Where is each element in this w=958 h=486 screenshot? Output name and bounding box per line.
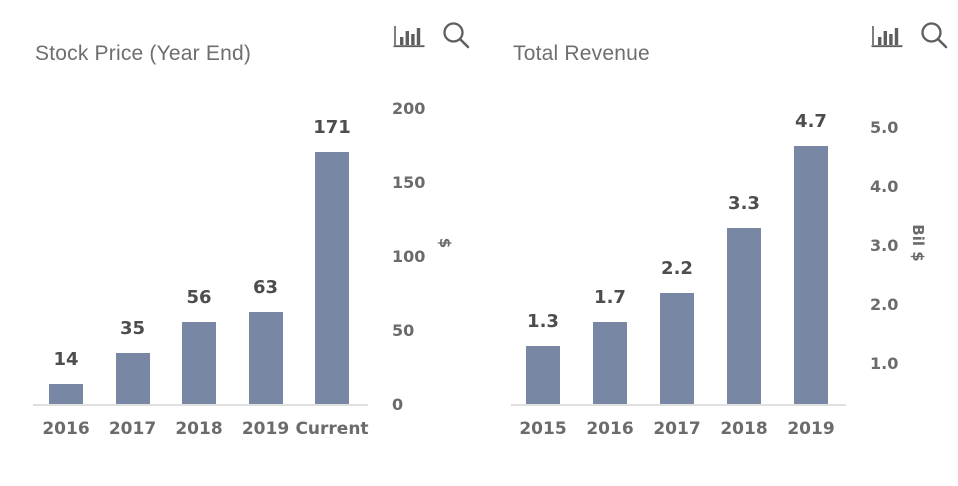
bar-Current[interactable] <box>315 151 349 405</box>
chart-title: Total Revenue <box>513 42 650 65</box>
bar-2016[interactable] <box>49 384 83 405</box>
x-axis-category-label: Current <box>295 419 369 439</box>
x-axis-category-label: 2019 <box>787 419 835 439</box>
y-axis-tick-label: 5.0 <box>870 118 899 137</box>
y-axis-tick-label: 2.0 <box>870 294 899 314</box>
bar-value-label: 171 <box>313 116 351 138</box>
bar-value-label: 1.3 <box>527 311 559 333</box>
bar-value-label: 63 <box>252 276 279 298</box>
bar-value-label: 1.7 <box>594 287 626 309</box>
x-axis-category-label: 2019 <box>241 419 290 439</box>
y-axis-tick-label: 150 <box>392 173 426 192</box>
bar-2017[interactable] <box>660 293 694 405</box>
x-axis-line <box>33 404 368 406</box>
bar-2019[interactable] <box>248 311 283 405</box>
search-icon[interactable] <box>919 20 950 51</box>
y-axis-title: $ <box>436 237 454 249</box>
bar-value-label: 3.3 <box>728 193 760 215</box>
x-axis-category-label: 2017 <box>108 419 157 439</box>
x-axis-category-label: 2017 <box>653 419 701 439</box>
chart-stock-price: Stock Price (Year End) 0 50 100 150 20 <box>0 0 478 486</box>
x-axis-category-label: 2018 <box>175 419 223 439</box>
chart-total-revenue: Total Revenue 1.0 2.0 3.0 4.0 5.0 1.3 20 <box>478 0 956 486</box>
x-axis-line <box>511 404 846 406</box>
bar-value-label: 35 <box>119 318 146 340</box>
bar-value-label: 4.7 <box>795 110 827 132</box>
y-axis-tick-label: 4.0 <box>870 176 899 196</box>
bar-chart-icon[interactable] <box>393 23 427 48</box>
x-axis-category-label: 2018 <box>720 419 768 439</box>
bar-value-label: 14 <box>53 349 79 371</box>
y-axis-tick-label: 0 <box>392 395 404 414</box>
bar-2018[interactable] <box>727 228 761 405</box>
search-icon[interactable] <box>441 20 472 51</box>
bar-2015[interactable] <box>526 346 560 405</box>
y-axis-tick-label: 200 <box>392 99 426 118</box>
y-axis-tick-label: 100 <box>392 247 426 266</box>
y-axis-title: Bil $ <box>909 224 927 262</box>
y-axis-tick-label: 3.0 <box>870 235 899 255</box>
x-axis-category-label: 2016 <box>586 419 634 439</box>
chart-title: Stock Price (Year End) <box>35 42 252 65</box>
bar-2018[interactable] <box>182 322 216 405</box>
chart-toolbar <box>0 0 478 56</box>
bar-2016[interactable] <box>593 322 627 405</box>
y-axis-tick-label: 50 <box>392 321 415 340</box>
chart-toolbar <box>478 0 956 56</box>
bar-chart-icon[interactable] <box>871 23 905 48</box>
x-axis-category-label: 2015 <box>519 419 567 439</box>
bar-value-label: 2.2 <box>661 258 693 280</box>
bar-value-label: 56 <box>186 287 212 309</box>
bar-2019[interactable] <box>794 145 828 405</box>
x-axis-category-label: 2016 <box>42 419 90 439</box>
y-axis-tick-label: 1.0 <box>870 353 899 373</box>
bar-2017[interactable] <box>115 353 150 405</box>
